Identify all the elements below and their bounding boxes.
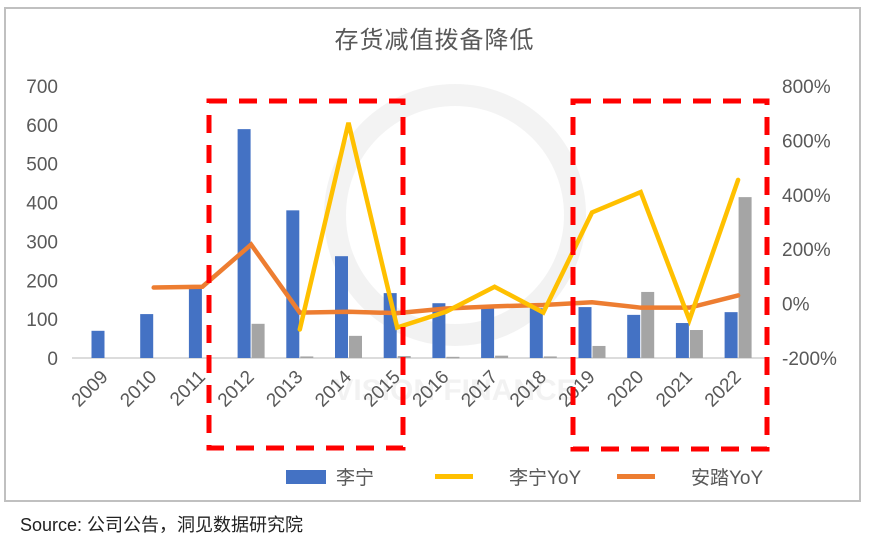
svg-text:VISION FINANCE: VISION FINANCE bbox=[333, 374, 576, 407]
legend-label: 李宁 bbox=[336, 468, 375, 489]
bar-grey bbox=[300, 356, 314, 358]
legend-line-swatch bbox=[435, 474, 473, 479]
bar-grey bbox=[495, 355, 509, 358]
bar-lining bbox=[675, 323, 689, 358]
watermark: VISION FINANCE bbox=[324, 84, 586, 407]
bar-lining bbox=[140, 314, 154, 358]
right-axis-tick: 600% bbox=[782, 131, 831, 152]
left-axis-tick: 100 bbox=[26, 310, 58, 331]
bar-lining bbox=[529, 308, 543, 358]
bar-lining bbox=[335, 256, 348, 358]
x-axis-tick: 2009 bbox=[68, 367, 113, 412]
left-axis-tick: 700 bbox=[26, 77, 58, 98]
legend-item-lining-yoy: 李宁YoY bbox=[435, 463, 581, 490]
chart-title: 存货减值拨备降低 bbox=[334, 27, 535, 54]
left-axis-tick: 300 bbox=[26, 232, 58, 253]
legend-label: 李宁YoY bbox=[509, 468, 582, 489]
legend-label: 安踏YoY bbox=[691, 468, 764, 489]
source-note: Source: 公司公告，洞见数据研究院 bbox=[20, 515, 304, 535]
right-axis-tick: 200% bbox=[782, 240, 831, 261]
chart-legend: 李宁 李宁YoY 安踏YoY bbox=[0, 463, 869, 489]
x-axis-tick: 2020 bbox=[603, 367, 648, 412]
bar-grey bbox=[689, 330, 703, 358]
legend-line-swatch bbox=[617, 474, 655, 479]
left-axis-tick: 0 bbox=[47, 349, 58, 370]
x-axis-tick: 2011 bbox=[166, 367, 210, 411]
bar-grey bbox=[738, 197, 752, 358]
bar-lining bbox=[286, 210, 300, 358]
bar-grey bbox=[641, 291, 655, 358]
bar-lining bbox=[237, 129, 251, 358]
legend-item-anta-yoy: 安踏YoY bbox=[617, 463, 763, 490]
highlight-box-2 bbox=[570, 98, 770, 452]
x-axis-tick: 2012 bbox=[214, 367, 259, 412]
right-axis-tick: 800% bbox=[782, 77, 831, 98]
bar-grey bbox=[349, 335, 362, 358]
bar-lining bbox=[578, 307, 592, 358]
legend-item-lining: 李宁 bbox=[286, 463, 374, 490]
x-axis-tick: 2022 bbox=[701, 367, 746, 412]
bar-lining bbox=[91, 330, 105, 358]
right-axis-tick: 0% bbox=[782, 295, 810, 316]
left-axis-tick: 600 bbox=[26, 116, 58, 137]
legend-bar-swatch bbox=[286, 469, 326, 484]
x-axis-tick: 2010 bbox=[116, 367, 161, 412]
bar-grey bbox=[543, 356, 557, 358]
line-lining-yoy bbox=[297, 122, 741, 332]
x-axis-tick: 2021 bbox=[652, 367, 697, 412]
left-axis-tick: 400 bbox=[26, 194, 58, 215]
chart-frame bbox=[4, 7, 861, 502]
x-axis-tick: 2013 bbox=[263, 367, 308, 412]
right-axis-tick: 400% bbox=[782, 186, 831, 207]
bar-lining bbox=[481, 306, 495, 358]
line-anta-yoy bbox=[151, 241, 741, 316]
bar-lining bbox=[188, 288, 202, 358]
right-axis-tick: -200% bbox=[782, 349, 837, 370]
bar-lining bbox=[724, 312, 738, 358]
highlight-box-1 bbox=[206, 98, 406, 451]
bar-lining bbox=[627, 314, 641, 358]
bar-grey bbox=[251, 323, 265, 358]
left-axis-tick: 200 bbox=[26, 271, 58, 292]
bar-grey bbox=[446, 356, 460, 359]
left-axis-tick: 500 bbox=[26, 155, 58, 176]
bar-grey bbox=[592, 345, 606, 358]
